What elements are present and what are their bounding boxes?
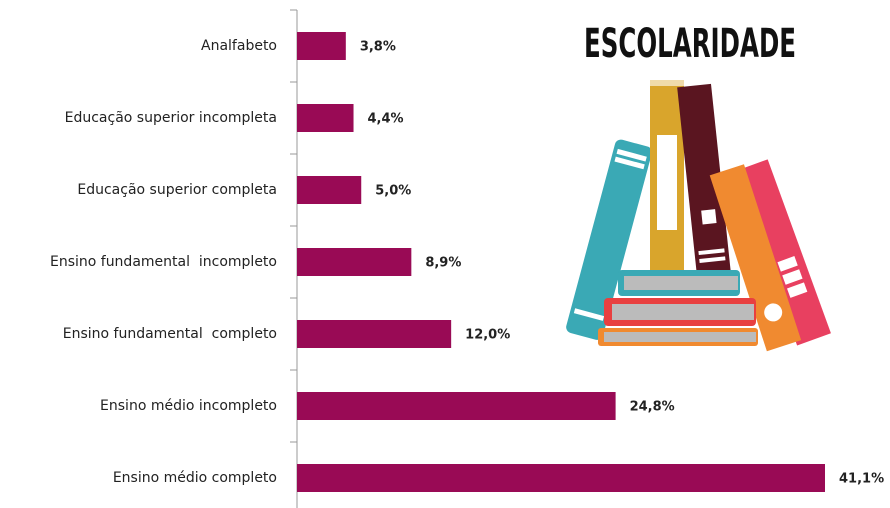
bar: [297, 104, 354, 132]
value-label: 12,0%: [465, 328, 510, 343]
page: ESCOLARIDADE: [0, 0, 890, 508]
value-label: 8,9%: [425, 256, 461, 271]
category-label: Educação superior completa: [77, 182, 277, 198]
value-label: 24,8%: [630, 400, 675, 415]
category-label: Analfabeto: [201, 38, 277, 54]
value-label: 4,4%: [368, 112, 404, 127]
bar: [297, 320, 451, 348]
value-label: 5,0%: [375, 184, 411, 199]
bar: [297, 176, 361, 204]
bar: [297, 392, 616, 420]
books-illustration: [565, 80, 831, 351]
category-label: Ensino fundamental incompleto: [50, 254, 277, 270]
chart: ESCOLARIDADE: [0, 0, 890, 508]
chart-title: ESCOLARIDADE: [584, 21, 796, 67]
bar: [297, 464, 825, 492]
value-label: 3,8%: [360, 40, 396, 55]
category-label: Ensino médio incompleto: [100, 398, 277, 414]
bar: [297, 32, 346, 60]
category-label: Ensino fundamental completo: [63, 326, 277, 342]
category-label: Educação superior incompleta: [65, 110, 277, 126]
bar: [297, 248, 411, 276]
category-axis: [290, 10, 297, 508]
value-label: 41,1%: [839, 472, 884, 487]
category-label: Ensino médio completo: [113, 470, 277, 486]
